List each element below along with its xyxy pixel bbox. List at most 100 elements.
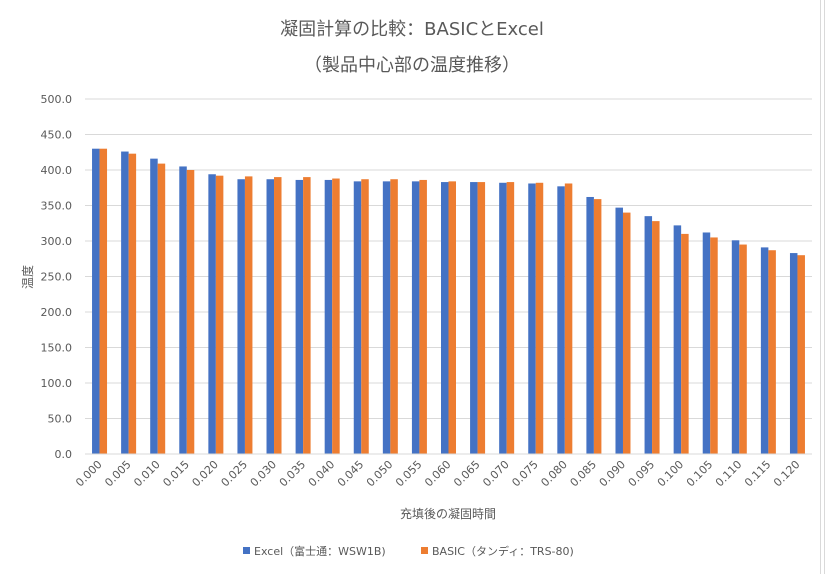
chart-title: 凝固計算の比較：BASICとExcel bbox=[280, 19, 544, 40]
bar-excel[interactable] bbox=[702, 232, 711, 454]
bar-basic[interactable] bbox=[361, 179, 369, 455]
bar-basic[interactable] bbox=[157, 163, 166, 455]
x-tick-label: 0.040 bbox=[306, 458, 337, 489]
legend[interactable]: Excel（富士通：WSW1B) BASIC（タンディ：TRS-80) bbox=[243, 544, 574, 558]
x-tick-label: 0.065 bbox=[451, 458, 482, 489]
bar-excel[interactable] bbox=[208, 174, 216, 454]
y-axis-ticks: 0.0 50.0 100.0 150.0 200.0 250.0 300.0 350.0 400… bbox=[41, 93, 73, 461]
bar-excel[interactable] bbox=[673, 225, 682, 454]
bar-excel[interactable] bbox=[644, 216, 653, 454]
y-tick-label: 250.0 bbox=[41, 271, 73, 284]
bar-excel[interactable] bbox=[789, 253, 798, 454]
x-axis-ticks: 0.0000.0050.0100.0150.0200.0250.0300.035… bbox=[73, 458, 802, 489]
bar-basic[interactable] bbox=[710, 237, 718, 454]
bar-basic[interactable] bbox=[506, 182, 515, 454]
x-tick-label: 0.035 bbox=[277, 458, 308, 489]
bar-basic[interactable] bbox=[303, 177, 311, 454]
bar-excel[interactable] bbox=[731, 240, 740, 454]
bars bbox=[92, 148, 805, 455]
legend-label-basic: BASIC（タンディ：TRS-80) bbox=[432, 544, 574, 558]
x-tick-label: 0.025 bbox=[219, 458, 250, 489]
bar-basic[interactable] bbox=[332, 178, 340, 454]
x-tick-label: 0.000 bbox=[73, 458, 104, 489]
bar-basic[interactable] bbox=[622, 212, 631, 454]
x-tick-label: 0.020 bbox=[190, 458, 221, 489]
y-axis-title: 温度 bbox=[20, 265, 35, 289]
bar-basic[interactable] bbox=[448, 181, 457, 455]
bar-excel[interactable] bbox=[382, 181, 391, 455]
legend-label-excel: Excel（富士通：WSW1B) bbox=[254, 544, 386, 558]
x-tick-label: 0.120 bbox=[771, 458, 802, 489]
y-tick-label: 100.0 bbox=[41, 377, 73, 390]
x-tick-label: 0.010 bbox=[131, 458, 162, 489]
y-tick-label: 150.0 bbox=[41, 342, 73, 355]
bar-basic[interactable] bbox=[477, 182, 486, 454]
bar-basic[interactable] bbox=[768, 250, 776, 454]
bar-basic[interactable] bbox=[274, 177, 282, 454]
x-tick-label: 0.055 bbox=[393, 458, 424, 489]
bar-basic[interactable] bbox=[390, 179, 398, 455]
x-tick-label: 0.105 bbox=[684, 458, 715, 489]
y-tick-label: 500.0 bbox=[41, 93, 73, 106]
x-tick-label: 0.030 bbox=[248, 458, 279, 489]
bar-excel[interactable] bbox=[528, 183, 536, 455]
bar-basic[interactable] bbox=[535, 182, 544, 454]
chart-subtitle: （製品中心部の温度推移） bbox=[304, 55, 520, 76]
bar-excel[interactable] bbox=[150, 158, 158, 454]
bar-excel[interactable] bbox=[586, 196, 594, 455]
x-tick-label: 0.080 bbox=[538, 458, 569, 489]
x-tick-label: 0.060 bbox=[422, 458, 453, 489]
bar-basic[interactable] bbox=[99, 148, 108, 454]
bar-excel[interactable] bbox=[760, 247, 769, 454]
y-tick-label: 50.0 bbox=[48, 413, 73, 426]
y-tick-label: 300.0 bbox=[41, 235, 73, 248]
x-tick-label: 0.110 bbox=[713, 458, 744, 489]
bar-basic[interactable] bbox=[564, 183, 573, 455]
x-tick-label: 0.100 bbox=[655, 458, 686, 489]
x-tick-label: 0.045 bbox=[335, 458, 366, 489]
bar-basic[interactable] bbox=[652, 221, 660, 454]
y-tick-label: 200.0 bbox=[41, 306, 73, 319]
bar-excel[interactable] bbox=[92, 148, 100, 454]
bar-basic[interactable] bbox=[128, 153, 137, 455]
bar-excel[interactable] bbox=[353, 181, 362, 455]
bar-basic[interactable] bbox=[215, 175, 224, 454]
bar-basic[interactable] bbox=[419, 179, 427, 454]
x-tick-label: 0.090 bbox=[597, 458, 628, 489]
bar-basic[interactable] bbox=[797, 255, 805, 454]
bar-basic[interactable] bbox=[244, 176, 253, 454]
window-edge-line bbox=[820, 0, 821, 574]
x-tick-label: 0.070 bbox=[480, 458, 511, 489]
bar-excel[interactable] bbox=[499, 182, 507, 454]
x-tick-label: 0.115 bbox=[742, 458, 773, 489]
bar-excel[interactable] bbox=[411, 181, 420, 455]
x-tick-label: 0.085 bbox=[568, 458, 599, 489]
y-tick-label: 0.0 bbox=[55, 448, 73, 461]
bar-basic[interactable] bbox=[593, 199, 602, 454]
bar-excel[interactable] bbox=[179, 166, 187, 454]
bar-basic[interactable] bbox=[739, 244, 747, 454]
legend-swatch-basic bbox=[421, 547, 428, 554]
window-edge-line bbox=[824, 0, 825, 574]
legend-swatch-excel bbox=[243, 547, 250, 554]
bar-excel[interactable] bbox=[470, 182, 478, 454]
y-tick-label: 400.0 bbox=[41, 164, 73, 177]
bar-excel[interactable] bbox=[615, 207, 623, 454]
x-tick-label: 0.095 bbox=[626, 458, 657, 489]
y-tick-label: 450.0 bbox=[41, 129, 73, 142]
x-tick-label: 0.075 bbox=[509, 458, 540, 489]
bar-excel[interactable] bbox=[237, 179, 245, 455]
bar-excel[interactable] bbox=[266, 179, 275, 455]
x-tick-label: 0.005 bbox=[102, 458, 133, 489]
x-tick-label: 0.050 bbox=[364, 458, 395, 489]
x-axis-title: 充填後の凝固時間 bbox=[400, 506, 496, 521]
bar-excel[interactable] bbox=[557, 186, 565, 454]
bar-excel[interactable] bbox=[324, 179, 333, 454]
bar-basic[interactable] bbox=[681, 233, 689, 454]
bar-excel[interactable] bbox=[121, 151, 129, 455]
bar-basic[interactable] bbox=[186, 170, 195, 454]
bar-excel[interactable] bbox=[295, 179, 304, 454]
bar-excel[interactable] bbox=[441, 182, 449, 454]
